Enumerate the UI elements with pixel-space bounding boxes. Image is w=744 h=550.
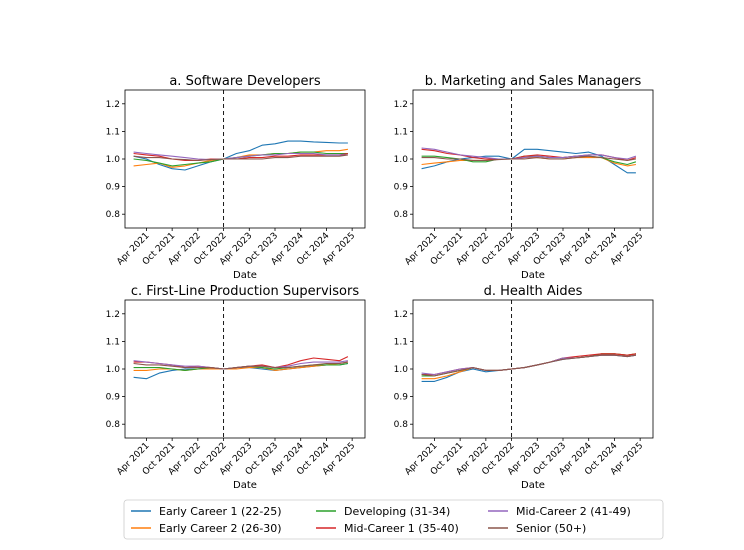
legend-box (123, 499, 664, 540)
legend-item: Early Career 2 (26-30) (131, 522, 282, 535)
y-tick-label: 1.1 (394, 127, 408, 137)
y-tick-label: 1.0 (394, 155, 409, 165)
panel-3: c. First-Line Production Supervisors 0.8 0… (106, 284, 366, 491)
series-line (421, 354, 636, 382)
y-tick-label: 0.8 (106, 210, 121, 220)
y-tick-label: 0.9 (394, 393, 409, 403)
legend-label: Developing (31-34) (344, 505, 450, 518)
y-tick-label: 1.1 (106, 337, 120, 347)
y-tick-label: 0.8 (394, 420, 409, 430)
panel-title: a. Software Developers (169, 74, 321, 89)
y-tick-label: 1.2 (106, 100, 120, 110)
legend-label: Senior (50+) (516, 522, 586, 535)
y-tick-label: 1.2 (394, 310, 408, 320)
x-axis-label: Date (521, 480, 545, 491)
series-line (133, 154, 348, 161)
y-tick-label: 1.1 (106, 127, 120, 137)
series-line (421, 353, 636, 377)
y-tick-label: 0.9 (106, 183, 121, 193)
legend: Early Career 1 (22-25) Developing (31-34)… (123, 499, 664, 540)
panel-title: b. Marketing and Sales Managers (425, 74, 642, 89)
series-line (133, 151, 348, 161)
plot-frame (412, 89, 654, 229)
panel-title: c. First-Line Production Supervisors (131, 284, 359, 299)
plot-frame (124, 299, 366, 439)
plot-frame (124, 89, 366, 229)
y-tick-label: 1.2 (106, 310, 120, 320)
panel-title: d. Health Aides (484, 284, 583, 299)
panel-1: a. Software Developers0.80.91.01.11.2Apr… (106, 74, 366, 281)
legend-item: Senior (50+) (488, 522, 586, 535)
y-tick-label: 0.9 (106, 393, 121, 403)
y-tick-label: 0.8 (106, 420, 121, 430)
panel-2: b. Marketing and Sales Managers 0.8 0.9 1.0… (394, 74, 654, 281)
y-tick-label: 1.0 (106, 365, 121, 375)
legend-label: Mid-Career 2 (41-49) (516, 505, 631, 518)
series-line (421, 147, 637, 160)
legend-label: Early Career 1 (22-25) (159, 505, 282, 518)
series-line (133, 140, 348, 171)
plot-frame (412, 299, 654, 439)
legend-item: Developing (31-34) (316, 505, 450, 518)
series-line (421, 354, 636, 377)
series-line (133, 361, 348, 370)
x-axis-label: Date (233, 480, 257, 491)
y-tick-label: 1.0 (394, 365, 409, 375)
legend-label: Mid-Career 1 (35-40) (344, 522, 459, 535)
y-tick-label: 0.8 (394, 210, 409, 220)
y-tick-label: 1.0 (106, 155, 121, 165)
series-line (133, 361, 348, 371)
legend-item: Mid-Career 1 (35-40) (316, 522, 459, 535)
legend-label: Early Career 2 (26-30) (159, 522, 282, 535)
y-tick-label: 1.1 (394, 337, 408, 347)
y-tick-label: 0.9 (394, 183, 409, 193)
series-line (421, 155, 636, 161)
legend-item: Mid-Career 2 (41-49) (488, 505, 631, 518)
legend-item: Early Career 1 (22-25) (131, 505, 282, 518)
x-axis-label: Date (233, 270, 257, 281)
x-axis-label: Date (521, 270, 545, 281)
y-tick-label: 1.2 (394, 100, 408, 110)
